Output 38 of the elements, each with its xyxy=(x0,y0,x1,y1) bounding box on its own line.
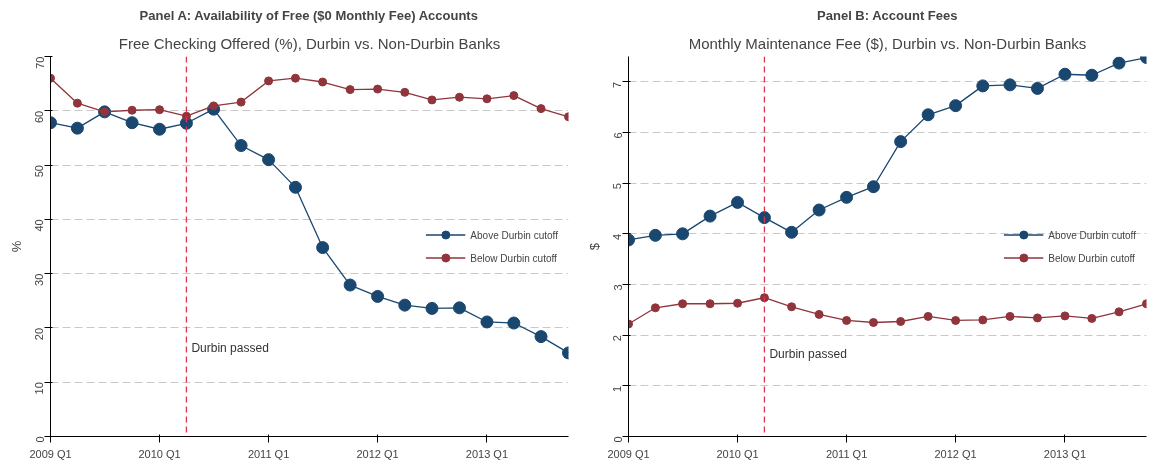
x-tick-label: 2013 Q1 xyxy=(1043,447,1087,460)
chart-title: Panel A: Availability of Free ($0 Monthly Fee) Accounts xyxy=(139,7,478,23)
y-tick-label: 20 xyxy=(33,327,46,341)
y-axis-title: $ xyxy=(586,242,602,251)
legend-label: Above Durbin cutoff xyxy=(470,229,558,240)
y-tick-label: 1 xyxy=(611,385,624,392)
annotation: Durbin passed xyxy=(191,341,269,356)
annotation: Durbin passed xyxy=(769,346,847,361)
y-tick-label: 50 xyxy=(33,165,46,178)
y-axis-title: % xyxy=(8,240,24,253)
chart-subtitle: Monthly Maintenance Fee ($), Durbin vs. Non-Durbin Banks xyxy=(688,34,1087,52)
chart-subtitle: Free Checking Offered (%), Durbin vs. Non-Durbin Banks xyxy=(118,34,501,52)
y-tick-label: 0 xyxy=(33,436,46,443)
x-tick-label: 2013 Q1 xyxy=(465,447,509,460)
y-tick-label: 70 xyxy=(33,56,46,69)
y-tick-label: 7 xyxy=(611,81,624,88)
legend-label: Below Durbin cutoff xyxy=(470,252,557,263)
x-tick-label: 2009 Q1 xyxy=(607,447,650,460)
x-tick-label: 2012 Q1 xyxy=(934,447,977,460)
x-tick-label: 2012 Q1 xyxy=(356,447,399,460)
x-tick-label: 2010 Q1 xyxy=(138,447,181,460)
y-tick-label: 30 xyxy=(33,273,46,286)
legend-label: Below Durbin cutoff xyxy=(1048,252,1135,263)
x-tick-label: 2011 Q1 xyxy=(825,447,868,460)
y-tick-label: 4 xyxy=(611,233,624,240)
y-tick-label: 6 xyxy=(611,132,624,139)
legend-label: Above Durbin cutoff xyxy=(1048,229,1136,240)
y-tick-label: 2 xyxy=(611,335,624,342)
x-tick-label: 2010 Q1 xyxy=(716,447,759,460)
y-tick-label: 5 xyxy=(611,183,624,190)
y-tick-label: 40 xyxy=(33,219,46,232)
y-tick-label: 10 xyxy=(33,382,46,395)
y-tick-label: 3 xyxy=(611,284,624,291)
y-tick-label: 0 xyxy=(611,436,624,443)
chart-title: Panel B: Account Fees xyxy=(817,7,958,23)
y-tick-label: 60 xyxy=(33,110,46,124)
x-tick-label: 2011 Q1 xyxy=(247,447,290,460)
x-tick-label: 2009 Q1 xyxy=(29,447,72,460)
